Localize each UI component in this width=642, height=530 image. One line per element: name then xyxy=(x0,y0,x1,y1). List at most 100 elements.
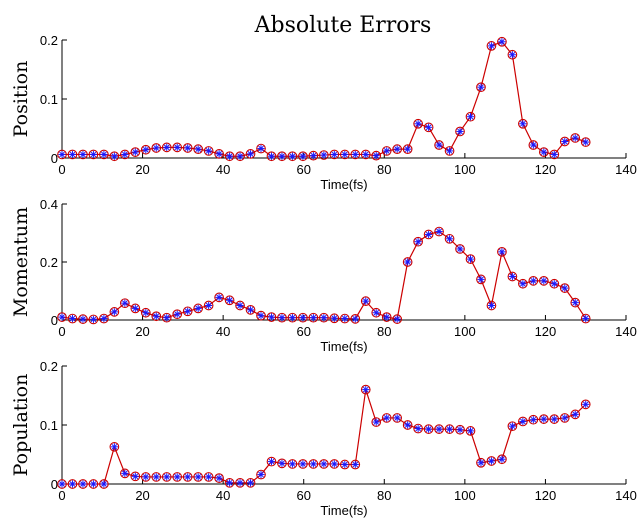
data-point xyxy=(402,257,413,267)
data-point xyxy=(444,424,455,434)
data-point xyxy=(350,149,361,160)
data-point xyxy=(99,479,109,489)
data-point xyxy=(423,122,434,133)
data-point xyxy=(339,313,350,324)
data-point xyxy=(507,49,518,60)
y-tick-label: 0.4 xyxy=(40,197,58,212)
data-point xyxy=(319,459,329,469)
data-point xyxy=(57,312,67,322)
data-point xyxy=(486,300,497,311)
data-point xyxy=(381,146,392,156)
data-point xyxy=(172,472,183,482)
data-point xyxy=(507,271,518,282)
chart-title: Absolute Errors xyxy=(254,13,432,38)
x-tick-label: 20 xyxy=(135,162,149,177)
data-point xyxy=(130,147,141,157)
data-point xyxy=(402,420,413,430)
data-point xyxy=(476,82,486,93)
data-point xyxy=(528,140,539,150)
y-tick-label: 0.2 xyxy=(40,255,58,270)
data-point xyxy=(455,244,465,254)
data-point xyxy=(88,314,99,325)
data-point xyxy=(235,477,245,488)
data-point xyxy=(203,146,214,156)
data-point xyxy=(277,312,287,323)
data-point xyxy=(308,312,319,323)
x-tick-label: 20 xyxy=(135,324,149,339)
data-point xyxy=(559,136,570,147)
data-point xyxy=(329,149,340,160)
data-point xyxy=(67,479,78,489)
x-axis-label: Time(fs) xyxy=(320,177,367,192)
x-tick-label: 140 xyxy=(615,162,637,177)
data-point xyxy=(298,151,308,162)
data-point xyxy=(308,459,319,469)
data-point xyxy=(224,151,235,162)
data-point xyxy=(266,312,277,322)
data-point xyxy=(570,297,581,308)
data-point xyxy=(298,312,308,323)
data-point xyxy=(78,314,88,324)
data-point xyxy=(287,312,298,323)
data-point xyxy=(266,151,277,162)
data-point xyxy=(486,41,497,51)
x-tick-label: 80 xyxy=(377,162,391,177)
data-point xyxy=(350,459,361,470)
subplot-2: 0 20 40 60 80 100 120 140 0 0.2 0.4 Time(fs) Momentu… xyxy=(10,197,637,354)
data-point xyxy=(559,413,570,423)
data-point xyxy=(109,441,120,452)
data-point xyxy=(287,151,298,162)
data-point xyxy=(119,468,130,479)
data-point xyxy=(319,312,329,323)
x-tick-label: 60 xyxy=(296,324,310,339)
data-point xyxy=(109,151,120,162)
x-tick-label: 40 xyxy=(216,488,230,503)
y-axis-label: Position xyxy=(10,61,32,138)
data-point xyxy=(476,457,486,468)
data-point xyxy=(392,314,403,324)
data-point xyxy=(161,472,172,482)
data-point xyxy=(193,472,204,482)
data-point xyxy=(298,459,308,469)
data-point xyxy=(518,118,528,129)
series-line xyxy=(61,230,587,321)
data-point xyxy=(130,303,141,314)
data-point xyxy=(277,151,287,162)
data-point xyxy=(434,424,444,434)
data-point xyxy=(193,303,204,314)
data-point xyxy=(151,143,162,153)
data-point xyxy=(277,458,287,469)
data-point xyxy=(423,424,434,434)
x-tick-label: 100 xyxy=(454,162,476,177)
data-point xyxy=(455,126,465,137)
data-point xyxy=(245,149,256,159)
x-tick-label: 40 xyxy=(216,324,230,339)
data-point xyxy=(78,479,88,489)
data-point xyxy=(214,149,224,159)
data-point xyxy=(413,423,423,434)
data-point xyxy=(203,300,214,311)
series-line xyxy=(62,41,586,157)
data-point xyxy=(88,479,99,489)
data-point xyxy=(444,146,455,156)
data-point xyxy=(329,313,340,324)
data-point xyxy=(538,414,549,424)
data-point xyxy=(507,421,518,432)
data-point xyxy=(256,310,266,321)
data-point xyxy=(360,296,371,307)
data-point xyxy=(182,306,193,317)
data-point xyxy=(245,477,256,488)
data-point xyxy=(434,226,444,237)
data-point xyxy=(570,409,581,420)
data-point xyxy=(549,149,560,160)
data-point xyxy=(455,424,465,435)
data-point xyxy=(497,36,507,47)
data-point xyxy=(329,459,340,469)
x-tick-label: 0 xyxy=(58,162,65,177)
data-point xyxy=(580,399,591,410)
data-point xyxy=(570,133,581,143)
data-point xyxy=(151,472,162,482)
data-point xyxy=(99,149,109,160)
data-point xyxy=(559,283,570,293)
